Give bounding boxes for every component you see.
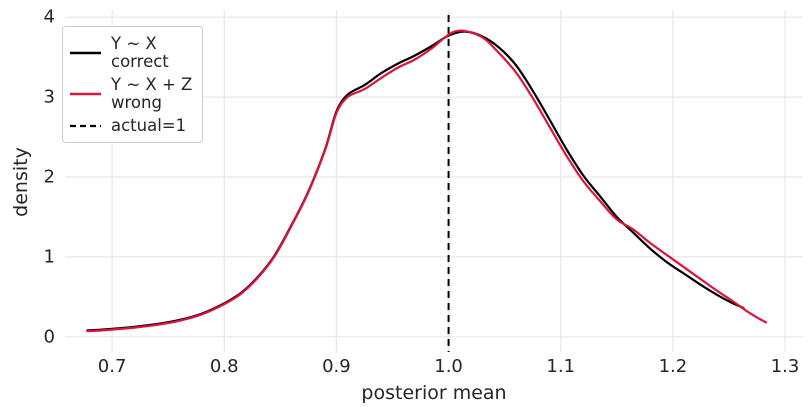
dashed-black-line-icon	[70, 124, 101, 128]
density-curves	[86, 29, 768, 333]
x-tick-label: 1.2	[658, 356, 688, 377]
legend-item-actual: actual=1	[69, 116, 193, 136]
x-axis-label: posterior mean	[361, 382, 507, 404]
y-tick-label: 2	[43, 166, 55, 188]
legend-label-wrong: Y ~ X + Z wrong	[111, 74, 193, 113]
y-axis-label: density	[10, 147, 32, 217]
legend-label-correct-line1: Y ~ X	[111, 33, 157, 53]
x-tick-label: 0.7	[97, 356, 127, 377]
y-tick-label: 4	[43, 6, 55, 28]
y-tick-label: 0	[43, 326, 55, 348]
x-tick-label: 0.9	[322, 356, 351, 377]
density-curve-wrong	[86, 29, 768, 333]
legend-item-correct: Y ~ X correct	[69, 34, 193, 72]
legend-item-wrong: Y ~ X + Z wrong	[69, 75, 193, 113]
legend: Y ~ X correct Y ~ X + Z wrong actual=1	[62, 26, 203, 143]
solid-black-line-icon	[70, 51, 101, 55]
x-tick-label: 0.8	[209, 356, 239, 377]
y-tick-label: 3	[43, 86, 55, 108]
legend-label-wrong-line1: Y ~ X + Z	[111, 74, 193, 94]
x-tick-label: 1.1	[546, 356, 576, 377]
solid-crimson-line-icon	[70, 92, 101, 96]
y-tick-label: 1	[43, 246, 55, 268]
x-tick-label: 1.0	[434, 356, 463, 377]
legend-label-correct-line2: correct	[111, 52, 169, 71]
legend-label-correct: Y ~ X correct	[111, 33, 169, 72]
legend-label-actual: actual=1	[111, 115, 187, 135]
x-tick-label: 1.3	[770, 356, 800, 377]
legend-label-wrong-line2: wrong	[111, 93, 162, 112]
